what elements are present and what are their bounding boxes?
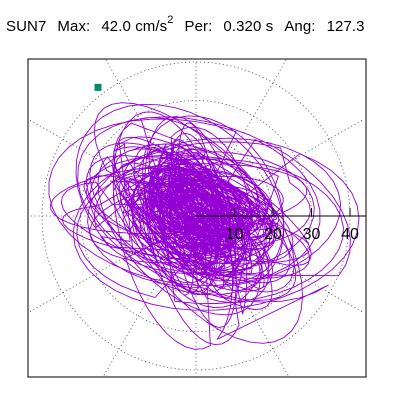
trace-path: [48, 102, 360, 350]
acceleration-trace: [48, 102, 360, 350]
max-value: 42.0 cm/s2: [101, 14, 173, 35]
radial-tick-label-30: 30: [303, 226, 321, 243]
period-value: 0.320 s: [223, 18, 274, 35]
period-label: Per:: [184, 18, 213, 35]
peak-marker: [94, 83, 102, 91]
angle-value: 127.3: [326, 18, 365, 35]
max-value-text: 42.0 cm/s: [101, 18, 168, 35]
peak-marker-group: [94, 83, 102, 91]
radial-axis: [196, 208, 366, 217]
grid-spoke-120: [104, 59, 178, 183]
max-label: Max:: [57, 18, 91, 35]
radial-tick-label-40: 40: [341, 226, 359, 243]
grid-spoke-150: [29, 119, 163, 198]
grid-spoke-300: [214, 249, 290, 377]
grid-spoke-60: [214, 59, 288, 183]
radial-tick-label-10: 10: [226, 226, 244, 243]
chart-title: SUN7 Max: 42.0 cm/s2 Per: 0.320 s Ang: 127.3: [6, 14, 376, 35]
max-unit-exponent: 2: [167, 14, 174, 26]
station-name: SUN7: [6, 18, 47, 35]
grid-spoke-240: [102, 249, 178, 377]
radial-tick-labels: 10 20 30 40: [226, 226, 359, 243]
grid-spoke-30: [229, 119, 363, 198]
radial-tick-label-20: 20: [264, 226, 282, 243]
angle-label: Ang:: [284, 18, 316, 35]
grid-spoke-210: [29, 234, 163, 313]
